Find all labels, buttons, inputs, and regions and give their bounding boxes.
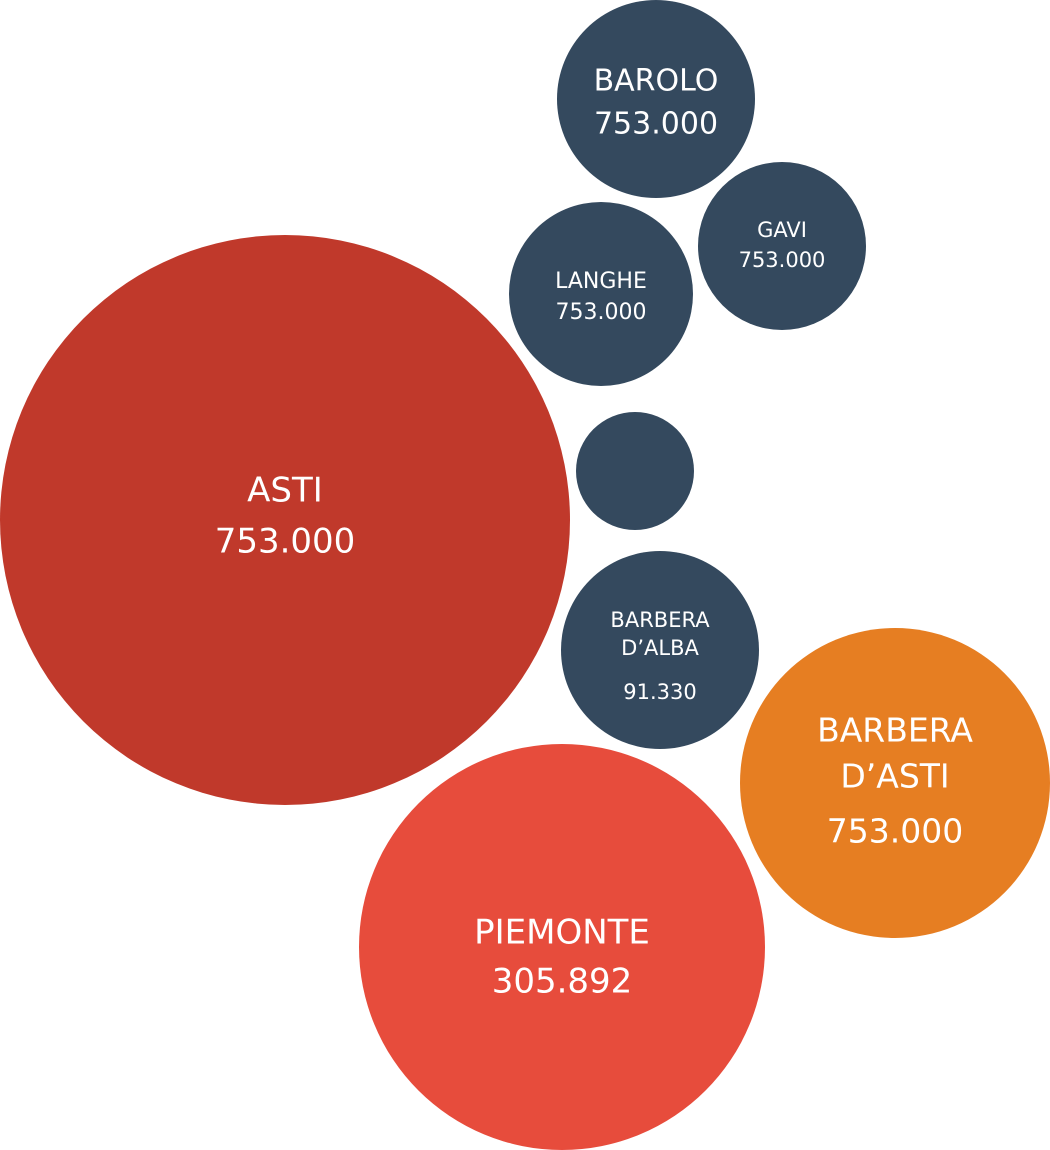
bubble-value-gavi: 753.000 bbox=[739, 248, 826, 272]
bubble-asti: ASTI 753.000 bbox=[0, 235, 570, 805]
bubble-gavi: GAVI 753.000 bbox=[698, 162, 866, 330]
bubble-unlabeled bbox=[576, 412, 694, 530]
bubble-circle-gavi bbox=[698, 162, 866, 330]
bubble-name-barolo: BAROLO bbox=[594, 64, 719, 99]
bubble-name-barbera-dasti-1: BARBERA bbox=[817, 711, 973, 750]
bubble-name-barbera-dalba-2: D’ALBA bbox=[621, 636, 699, 660]
bubble-circle-barbera-dasti bbox=[740, 628, 1050, 938]
bubble-circle-langhe bbox=[509, 202, 693, 386]
bubble-value-asti: 753.000 bbox=[215, 522, 356, 562]
bubble-name-piemonte: PIEMONTE bbox=[474, 913, 650, 953]
bubble-barolo: BAROLO 753.000 bbox=[557, 0, 755, 198]
bubble-name-barbera-dalba-1: BARBERA bbox=[610, 608, 710, 632]
bubble-value-barbera-dasti: 753.000 bbox=[827, 812, 963, 851]
bubble-piemonte: PIEMONTE 305.892 bbox=[359, 744, 765, 1150]
bubble-circle-asti bbox=[0, 235, 570, 805]
bubble-value-piemonte: 305.892 bbox=[492, 962, 633, 1002]
bubble-value-barolo: 753.000 bbox=[594, 107, 718, 142]
bubble-value-langhe: 753.000 bbox=[556, 300, 647, 325]
bubble-circle-unlabeled bbox=[576, 412, 694, 530]
bubble-circle-barbera-dalba bbox=[561, 551, 759, 749]
bubble-name-barbera-dasti-2: D’ASTI bbox=[840, 757, 949, 796]
bubble-langhe: LANGHE 753.000 bbox=[509, 202, 693, 386]
bubble-name-gavi: GAVI bbox=[757, 218, 807, 242]
bubble-barbera-dasti: BARBERA D’ASTI 753.000 bbox=[740, 628, 1050, 938]
bubble-circle-piemonte bbox=[359, 744, 765, 1150]
bubble-barbera-dalba: BARBERA D’ALBA 91.330 bbox=[561, 551, 759, 749]
bubble-name-asti: ASTI bbox=[247, 471, 323, 511]
bubble-name-langhe: LANGHE bbox=[555, 269, 647, 294]
bubble-circle-barolo bbox=[557, 0, 755, 198]
bubble-value-barbera-dalba: 91.330 bbox=[623, 680, 696, 704]
